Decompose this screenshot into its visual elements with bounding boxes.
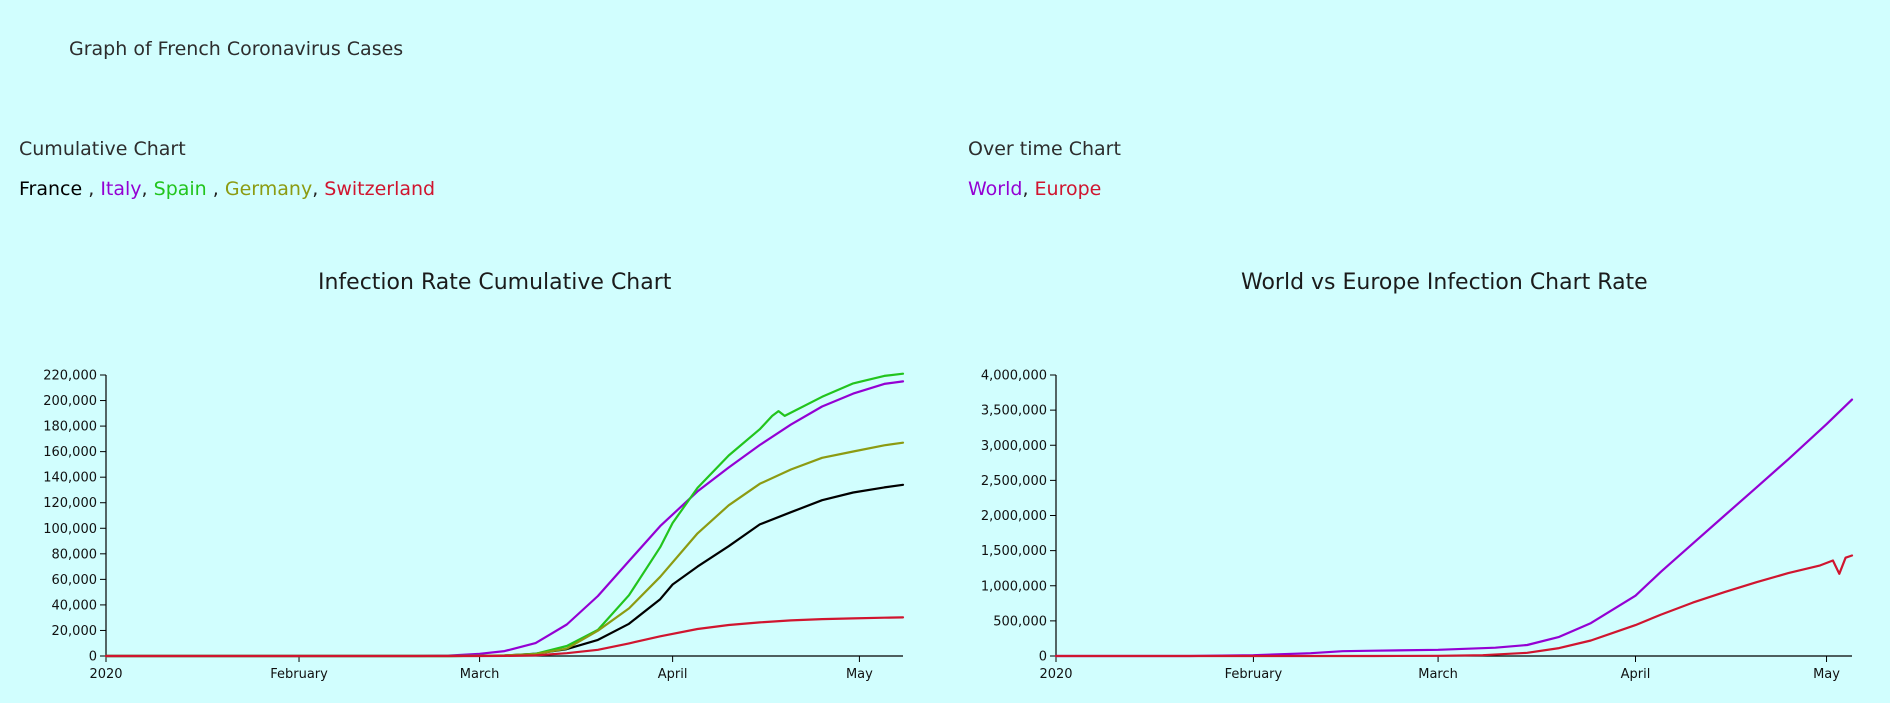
cumulative-chart: 0 20,000 40,000 60,000 80,000 100,000 120,000 1… [43, 369, 905, 682]
x-tick-label: March [1418, 667, 1458, 682]
cumulative-section-title: Cumulative Chart [19, 138, 186, 160]
y-tick-label: 20,000 [52, 624, 98, 639]
world-europe-chart: 0 500,000 1,000,000 1,500,000 2,000,000 2,500… [981, 369, 1854, 682]
series-line-france [104, 483, 905, 658]
y-tick-label: 1,000,000 [981, 579, 1047, 594]
y-tick-label: 220,000 [43, 369, 97, 384]
series-line-italy [104, 380, 905, 658]
y-tick-label: 2,500,000 [981, 474, 1047, 489]
x-tick-label: 2020 [89, 667, 122, 682]
over-time-legend: World, Europe [968, 178, 1101, 200]
y-tick-label: 4,000,000 [981, 369, 1047, 384]
cumulative-legend: France , Italy, Spain , Germany, Switzer… [19, 178, 435, 200]
y-tick-label: 2,000,000 [981, 509, 1047, 524]
series-line-world [1054, 398, 1854, 658]
y-tick-label: 60,000 [52, 573, 98, 588]
x-tick-label: May [1813, 667, 1840, 682]
y-tick-label: 500,000 [993, 614, 1047, 629]
cumulative-legend-spain: Spain [153, 178, 207, 200]
y-tick-label: 80,000 [52, 547, 98, 562]
x-tick-label: February [1225, 667, 1283, 682]
y-tick-label: 180,000 [43, 420, 97, 435]
legend-separator: , [312, 178, 325, 200]
cumulative-legend-switzerland: Switzerland [324, 178, 436, 200]
legend-separator: , [82, 178, 101, 200]
y-tick-label: 120,000 [43, 496, 97, 511]
legend-separator: , [141, 178, 154, 200]
x-tick-label: April [1621, 667, 1651, 682]
y-tick-label: 200,000 [43, 394, 97, 409]
cumulative-legend-italy: Italy [100, 178, 142, 200]
x-tick-label: February [270, 667, 328, 682]
over-time-legend-world: World [968, 178, 1023, 200]
cumulative-legend-germany: Germany [224, 178, 313, 200]
y-tick-label: 3,000,000 [981, 439, 1047, 454]
over-time-legend-europe: Europe [1034, 178, 1102, 200]
cumulative-chart-title: Infection Rate Cumulative Chart [318, 270, 672, 295]
series-line-europe [1054, 554, 1854, 658]
y-tick-label: 0 [1039, 650, 1047, 665]
y-tick-label: 100,000 [43, 522, 97, 537]
series-line-germany [104, 441, 905, 658]
y-tick-label: 0 [89, 650, 97, 665]
y-tick-label: 3,500,000 [981, 404, 1047, 419]
x-tick-label: March [460, 667, 500, 682]
x-tick-label: May [846, 667, 873, 682]
legend-separator: , [1022, 178, 1035, 200]
page-title: Graph of French Coronavirus Cases [69, 38, 404, 60]
series-line-switzerland [104, 616, 905, 658]
world-europe-chart-title: World vs Europe Infection Chart Rate [1241, 270, 1648, 295]
y-tick-label: 160,000 [43, 445, 97, 460]
y-tick-label: 140,000 [43, 471, 97, 486]
cumulative-legend-france: France [19, 178, 83, 200]
legend-separator: , [206, 178, 225, 200]
y-tick-label: 1,500,000 [981, 544, 1047, 559]
y-tick-label: 40,000 [52, 598, 98, 613]
x-tick-label: 2020 [1039, 667, 1072, 682]
over-time-section-title: Over time Chart [968, 138, 1121, 160]
x-tick-label: April [658, 667, 688, 682]
